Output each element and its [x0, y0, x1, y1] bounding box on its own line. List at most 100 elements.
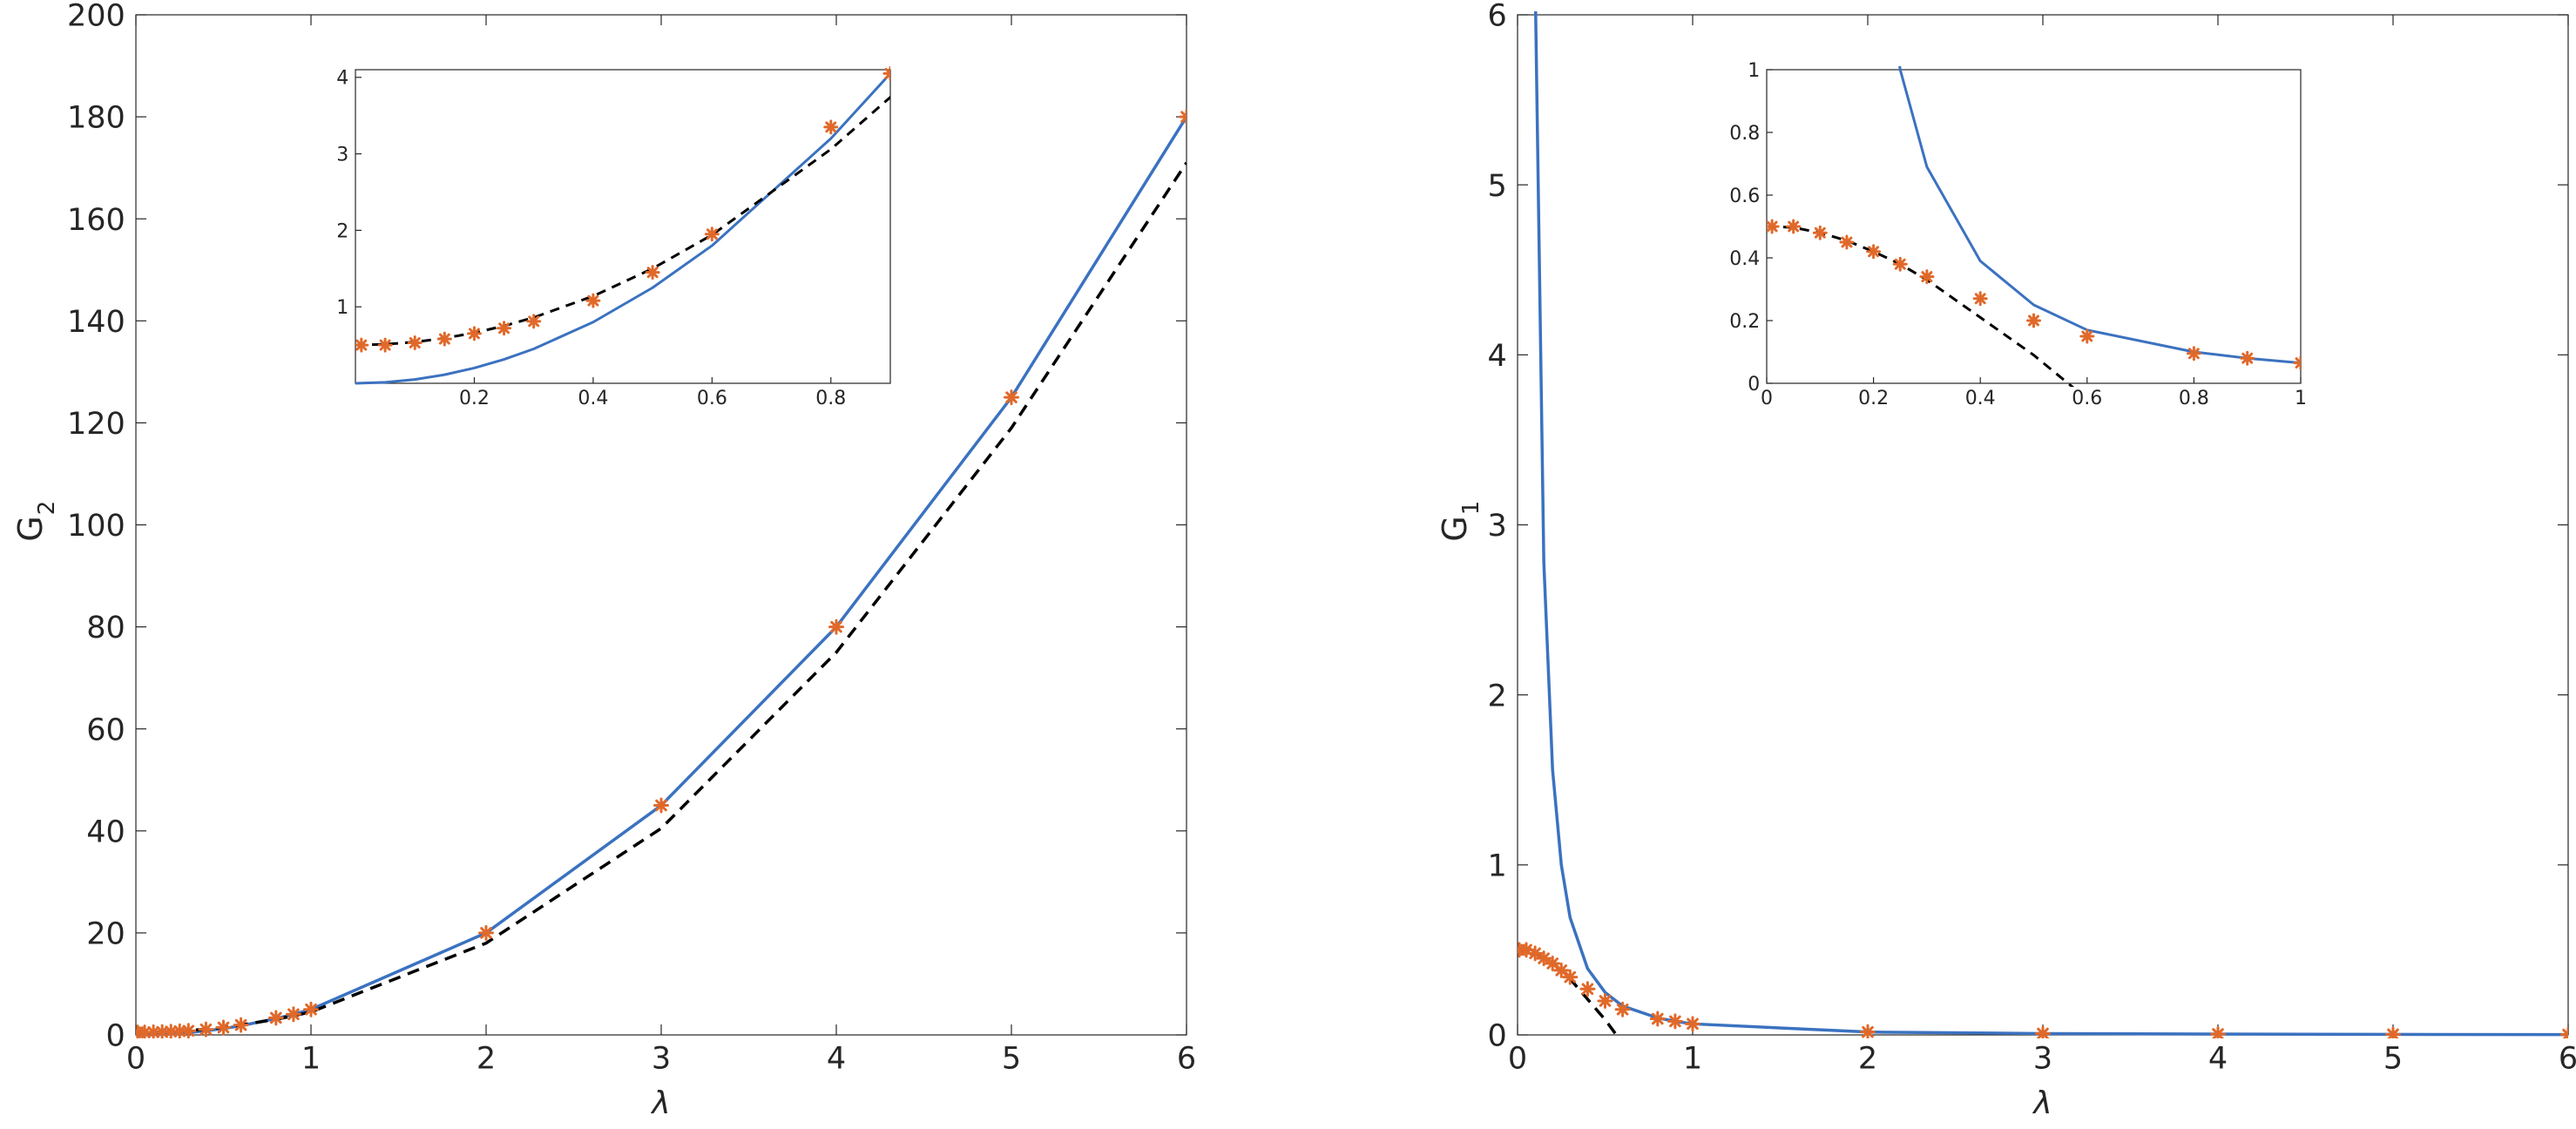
data-point-marker	[303, 1001, 319, 1017]
data-point-core	[1790, 223, 1796, 230]
inset-axes-1: 0 0.2 0.4 0.6 0.8 1 0 0.2 0.4 0.6 0.8 1	[1729, 60, 2307, 409]
inset-y-tick-label: 0.4	[1729, 248, 1760, 270]
data-point-core	[382, 341, 389, 348]
data-point-marker	[1667, 1013, 1683, 1030]
y-tick-label: 40	[86, 815, 125, 849]
series-group	[136, 109, 1187, 1038]
data-point-marker	[172, 1023, 188, 1038]
x-tick-label: 4	[827, 1042, 846, 1077]
y-axis-label-subscript: 2	[34, 501, 60, 516]
data-point-marker	[1892, 256, 1908, 272]
data-point-core	[2244, 355, 2250, 362]
data-point-marker	[198, 1021, 214, 1038]
data-point-marker	[1179, 109, 1187, 125]
inset-x-tick-label: 1	[2295, 388, 2307, 409]
data-point-core	[1897, 261, 1903, 267]
inset-x-tick-label: 0.8	[2179, 388, 2209, 409]
data-point-core	[1549, 960, 1556, 967]
data-point-marker	[466, 326, 482, 341]
data-point-core	[2039, 1031, 2046, 1037]
y-tick-label: 80	[86, 611, 125, 646]
data-point-core	[658, 802, 665, 808]
data-point-core	[203, 1026, 209, 1033]
y-axis-label-subscript: 1	[1458, 501, 1484, 516]
data-point-marker	[828, 619, 844, 635]
y-tick-label: 5	[1487, 169, 1506, 204]
data-point-core	[2214, 1031, 2221, 1038]
data-point-marker	[1527, 945, 1544, 962]
data-point-marker	[1839, 234, 1855, 250]
data-point-core	[2031, 317, 2037, 324]
inset-y-tick-label: 0.6	[1729, 186, 1760, 207]
y-tick-label: 1	[1487, 848, 1506, 883]
x-tick-label: 1	[301, 1042, 321, 1077]
data-point-marker	[2560, 1026, 2568, 1038]
inset-y-tick-label: 0.8	[1729, 123, 1760, 145]
data-point-core	[709, 231, 715, 237]
data-point-marker	[154, 1024, 171, 1038]
data-point-core	[828, 124, 834, 131]
data-point-marker	[2385, 1026, 2401, 1038]
data-point-marker	[704, 226, 720, 242]
inset-y-tick-label: 0	[1748, 374, 1760, 395]
data-point-core	[471, 330, 477, 337]
x-tick-label: 4	[2208, 1042, 2228, 1077]
y-axis-label-main: G	[1436, 516, 1474, 541]
y-axis-label: G1	[1436, 501, 1484, 542]
data-point-core	[1864, 1029, 1871, 1036]
data-point-marker	[1866, 244, 1882, 260]
inset-x-tick-label: 0.4	[1965, 388, 1996, 409]
x-tick-label: 2	[477, 1042, 496, 1077]
series-line-solid	[1898, 66, 2301, 365]
y-tick-label: 120	[67, 407, 125, 442]
data-point-core	[1523, 947, 1530, 953]
series-line-solid	[355, 71, 890, 385]
y-tick-label: 140	[67, 305, 125, 340]
y-tick-label: 3	[1487, 509, 1506, 544]
data-point-marker	[180, 1023, 197, 1038]
inset-background	[1766, 69, 2302, 384]
inset-y-tick-label: 3	[336, 145, 348, 166]
data-point-core	[649, 269, 656, 275]
data-point-marker	[407, 335, 423, 350]
axes-1: 0 1 2 3 4 5 6 0 1 2 3 4 5 6	[1487, 0, 2576, 1077]
inset-y-tick-label: 2	[336, 220, 348, 242]
data-point-ray	[2562, 1028, 2568, 1037]
series-group	[1518, 11, 2568, 1038]
data-point-marker	[882, 66, 890, 81]
inset-y-tick-label: 1	[336, 297, 348, 319]
data-point-core	[2084, 333, 2090, 340]
y-tick-label: 0	[1487, 1019, 1506, 1054]
data-point-marker	[1553, 962, 1570, 978]
x-tick-label: 6	[2559, 1042, 2576, 1077]
data-point-marker	[2026, 313, 2041, 328]
data-point-core	[483, 930, 490, 936]
inset-x-tick-label: 0.6	[2072, 388, 2102, 409]
data-point-marker	[2293, 355, 2301, 371]
data-point-core	[150, 1029, 157, 1036]
data-point-marker	[823, 119, 839, 135]
data-point-marker	[233, 1017, 249, 1033]
data-point-core	[590, 298, 597, 304]
data-point-core	[290, 1011, 297, 1017]
inset-series-group	[1767, 66, 2301, 387]
data-point-marker	[1767, 219, 1780, 234]
data-point-marker	[478, 924, 494, 941]
x-axis-label: λ	[650, 1085, 670, 1121]
data-point-core	[1843, 239, 1850, 246]
inset-y-tick-label: 1	[1748, 60, 1760, 82]
data-point-core	[531, 318, 537, 325]
data-point-marker	[1562, 969, 1579, 985]
x-tick-label: 1	[1683, 1042, 1702, 1077]
y-tick-label: 180	[67, 101, 125, 136]
data-point-core	[1558, 967, 1565, 974]
x-tick-label: 3	[652, 1042, 671, 1077]
data-point-marker	[285, 1006, 301, 1023]
data-point-marker	[1004, 389, 1019, 406]
data-point-core	[185, 1027, 192, 1034]
y-tick-label: 160	[67, 203, 125, 238]
data-point-marker	[215, 1019, 232, 1036]
data-point-marker	[1579, 981, 1596, 997]
data-point-core	[1008, 394, 1015, 401]
data-point-core	[1924, 274, 1930, 280]
